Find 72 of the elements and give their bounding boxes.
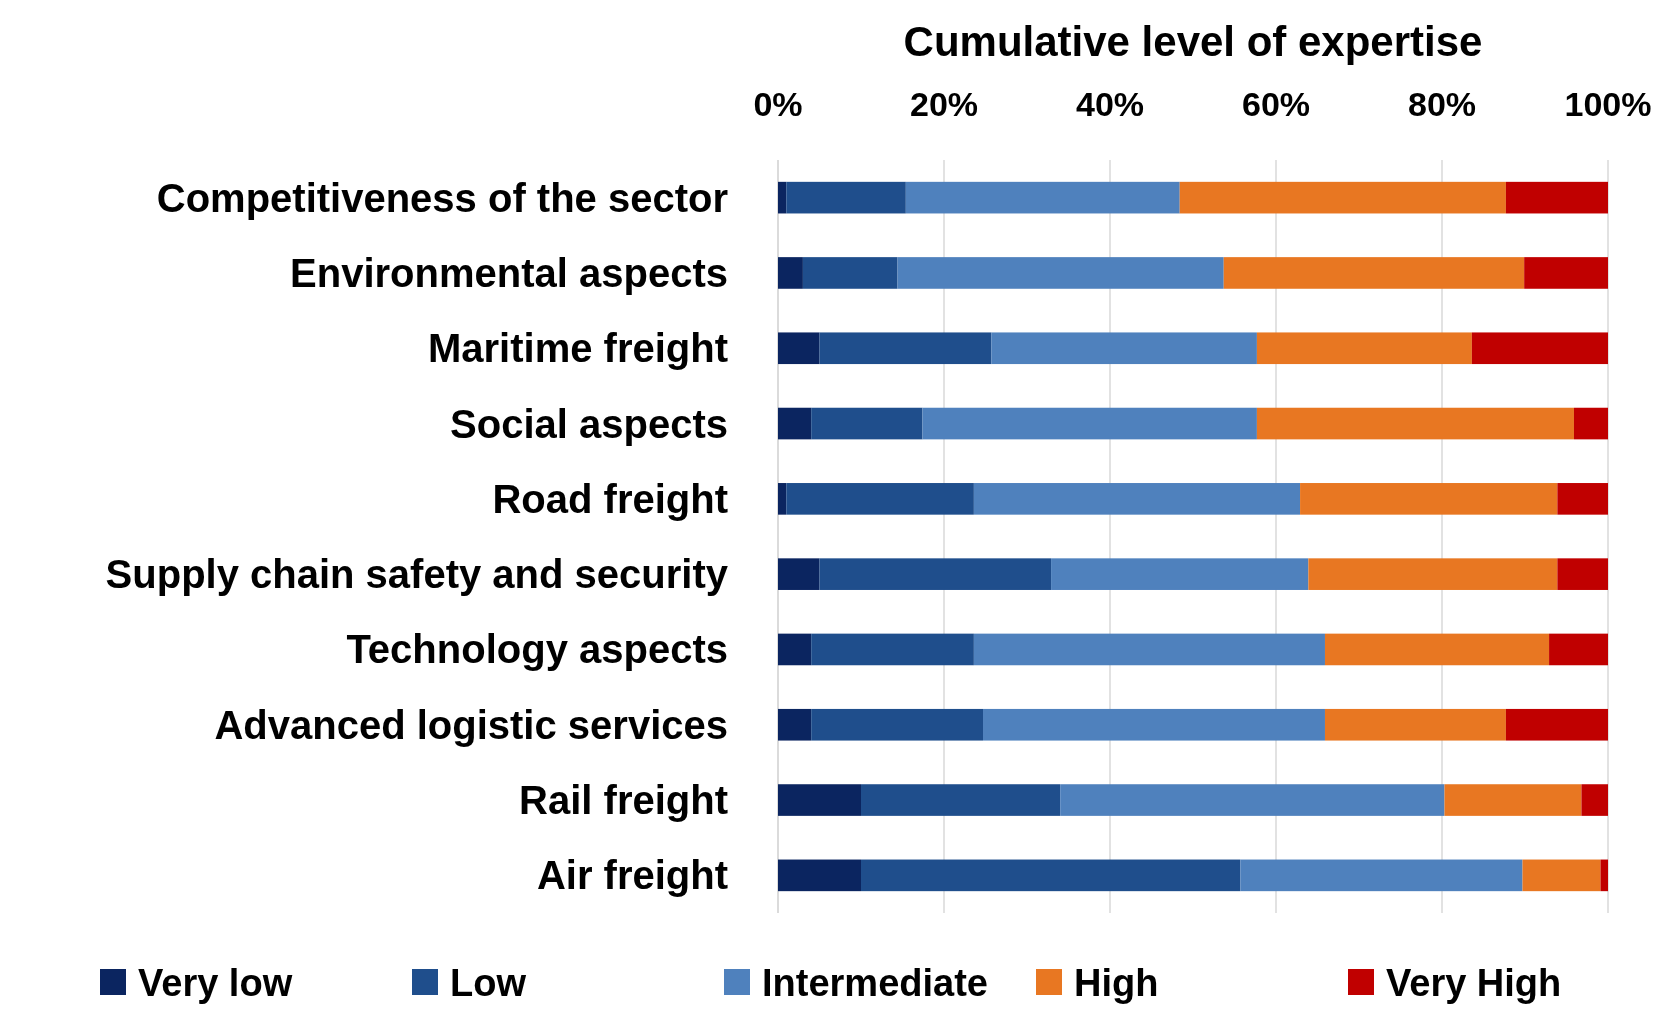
bar [1308, 558, 1558, 590]
bar [922, 407, 1257, 440]
bar [819, 558, 1052, 590]
bar [778, 332, 820, 365]
bar [991, 332, 1257, 365]
bar [802, 257, 898, 289]
bar [1051, 558, 1309, 590]
bar [778, 483, 787, 515]
legend-label: Very low [138, 962, 293, 1005]
bar [1522, 859, 1601, 892]
y-tick-label: Competitiveness of the sector [156, 175, 728, 220]
bar [973, 483, 1301, 515]
y-tick-label: Supply chain safety and security [105, 552, 729, 597]
legend-label: High [1074, 962, 1159, 1005]
bar [778, 257, 803, 289]
bar [778, 859, 861, 892]
x-tick-label: 60% [1241, 85, 1311, 123]
bar [1300, 483, 1558, 515]
bar [1223, 257, 1525, 289]
legend-label: Very High [1386, 962, 1562, 1005]
x-tick-label: 40% [1075, 85, 1145, 123]
bar [861, 859, 1241, 892]
chart-title: Cumulative level of expertise [903, 18, 1483, 65]
bar [778, 633, 812, 666]
bar [1444, 784, 1582, 816]
bar [1256, 332, 1472, 365]
y-tick-label: Maritime freight [427, 326, 728, 371]
bar [1600, 859, 1608, 892]
bar [1557, 483, 1608, 515]
bar [1549, 633, 1608, 666]
y-tick-label: Environmental aspects [290, 250, 728, 295]
bar [778, 558, 820, 590]
y-tick-label: Advanced logistic services [214, 702, 728, 747]
bar [1524, 257, 1608, 289]
bar [786, 483, 974, 515]
bar [897, 257, 1224, 289]
bar [983, 708, 1325, 741]
bar [778, 407, 812, 440]
y-tick-label: Road freight [492, 476, 728, 521]
x-tick-label: 100% [1564, 85, 1652, 123]
y-tick-label: Rail freight [519, 778, 728, 823]
bar [778, 708, 812, 741]
bar [861, 784, 1061, 816]
bar [1557, 558, 1608, 590]
bar [1581, 784, 1608, 816]
bar [1060, 784, 1445, 816]
x-tick-label: 20% [909, 85, 979, 123]
bar [786, 181, 906, 214]
legend-label: Low [450, 962, 527, 1005]
bar [1573, 407, 1608, 440]
bar [811, 633, 974, 666]
bar [819, 332, 992, 365]
y-tick-label: Social aspects [450, 401, 728, 446]
bar [1179, 181, 1506, 214]
bar [778, 181, 787, 214]
bar [1256, 407, 1574, 440]
bar [1505, 181, 1608, 214]
bar [1505, 708, 1608, 741]
bar [973, 633, 1325, 666]
bar [811, 407, 923, 440]
x-tick-label: 80% [1407, 85, 1477, 123]
bar [1240, 859, 1523, 892]
legend-label: Intermediate [762, 962, 988, 1005]
x-tick-label: 0% [753, 85, 803, 123]
bar [811, 708, 984, 741]
bar [1471, 332, 1608, 365]
bar [778, 784, 861, 816]
bar [1324, 708, 1506, 741]
y-tick-label: Air freight [536, 853, 728, 898]
bar [905, 181, 1180, 214]
bar [1324, 633, 1550, 666]
y-tick-label: Technology aspects [346, 627, 728, 672]
